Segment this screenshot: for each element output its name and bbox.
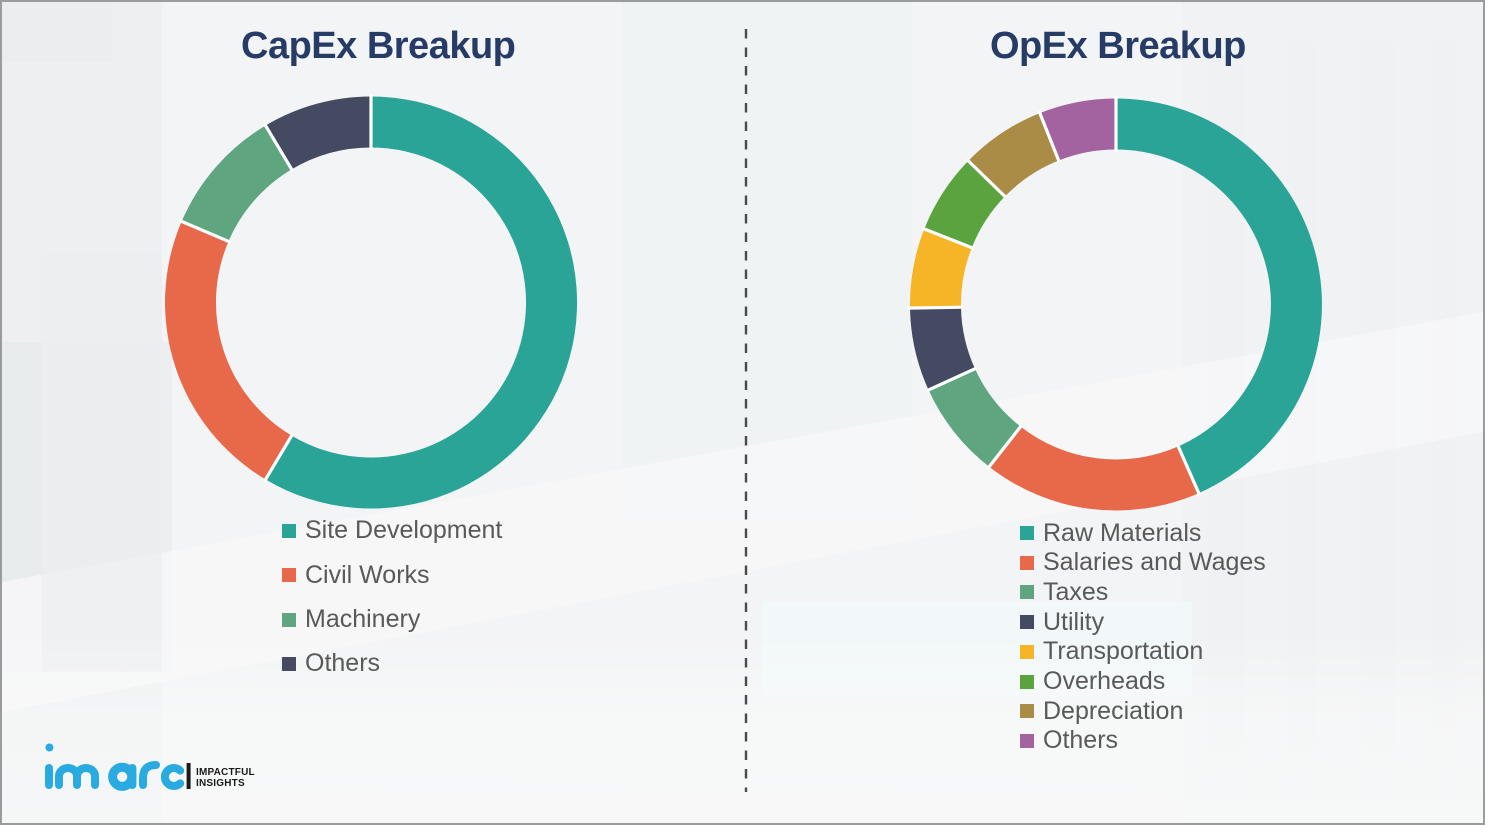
- svg-text:INSIGHTS: INSIGHTS: [196, 778, 245, 789]
- svg-text:IMPACTFUL: IMPACTFUL: [196, 767, 255, 778]
